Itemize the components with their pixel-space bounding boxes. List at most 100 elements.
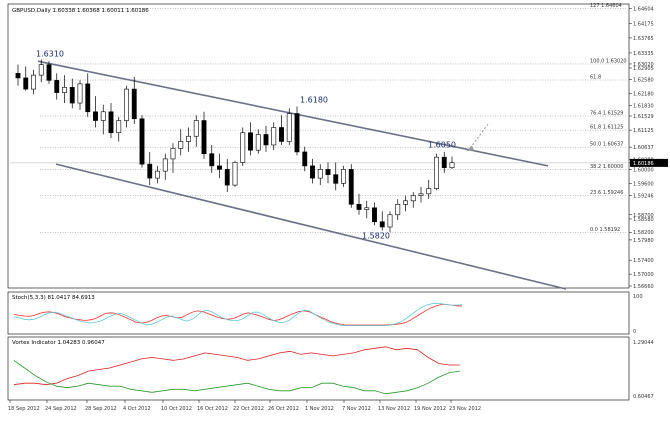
channel-upper-line: [37, 60, 549, 167]
candle-bull: [240, 132, 246, 163]
time-tick-label: 10 Oct 2012: [161, 406, 192, 412]
time-tick-label: 26 Oct 2012: [268, 406, 299, 412]
time-tick-label: 24 Sep 2012: [45, 406, 77, 412]
candle-bear: [201, 120, 207, 154]
price-tick-label: 1.59246: [633, 194, 654, 200]
price-annotation: 1.6310: [36, 49, 64, 58]
pointer-arrow-head: [466, 145, 474, 152]
candle-bear: [372, 207, 377, 223]
price-tick-label: 1.60637: [633, 145, 654, 151]
candle-bear: [139, 118, 145, 165]
candle-bear: [248, 132, 253, 151]
price-tick-label: 1.62905: [633, 66, 654, 72]
price-tick-label: 1.58580: [633, 217, 654, 223]
candle-bear: [379, 221, 385, 228]
stoch-axis-max: 100: [633, 294, 643, 300]
price-axis: 1.64604 1.64175 1.63765 1.63335 1.630201.629…: [629, 7, 668, 290]
price-tick-label: 1.62580: [633, 77, 654, 83]
stoch-main-line: [13, 304, 463, 326]
trend-channel: [37, 60, 567, 290]
price-tick-label: 1.63765: [633, 36, 654, 42]
price-tick-label: 1.61125: [633, 128, 654, 134]
candle-bull: [271, 127, 277, 146]
candle-bull: [403, 200, 408, 205]
fib-level-label: 100.0 1.63020: [590, 58, 627, 64]
candle-bull: [62, 87, 67, 93]
vortex-axis-min: 0.60467: [633, 394, 654, 400]
candle-bear: [356, 204, 362, 210]
candle-bull: [186, 135, 191, 142]
price-tick-label: 1.57980: [633, 238, 654, 244]
fib-level-label: 38.2 1.60000: [590, 164, 623, 170]
candle-bull: [193, 120, 199, 137]
fib-level-label: 50.0 1.60637: [590, 142, 623, 148]
time-axis: 18 Sep 2012 24 Sep 2012 28 Sep 2012 4 Oct 2…: [8, 400, 481, 412]
stoch-pane[interactable]: [7, 291, 630, 335]
candle-bull: [162, 158, 168, 172]
price-tick-label: 1.56660: [633, 284, 654, 290]
candle-bear: [54, 80, 60, 93]
candle-bull: [77, 83, 83, 104]
price-tick-label: 1.57400: [633, 258, 654, 264]
candle-bull: [341, 169, 346, 184]
price-tick-label: 1.64175: [633, 22, 654, 28]
candle-bull: [387, 214, 393, 228]
price-tick-label: 1.59600: [633, 181, 654, 187]
stoch-header: Stoch(5,3,3) 81.0417 84.6913: [12, 295, 95, 301]
candle-bull: [100, 111, 106, 121]
stoch-lines: [13, 302, 463, 327]
candle-bull: [426, 188, 432, 195]
fib-level-label: 23.6 1.59246: [590, 190, 623, 196]
main-pane[interactable]: [7, 3, 630, 289]
vortex-lines: [13, 346, 461, 395]
candle-bear: [23, 77, 29, 90]
candle-bear: [310, 165, 315, 179]
candle-bear: [209, 153, 215, 167]
candle-bear: [85, 83, 91, 113]
price-tick-label: 1.58200: [633, 230, 654, 236]
candle-bull: [434, 156, 439, 189]
candlestick-series: [15, 59, 455, 233]
price-annotations: 1.6310 1.6180 1.6050 1.5820: [36, 49, 456, 240]
candle-bear: [348, 169, 354, 205]
channel-lower-line: [55, 163, 567, 290]
pointer-arrow-line: [469, 123, 489, 149]
time-tick-label: 19 Nov 2012: [414, 406, 446, 412]
candle-bear: [15, 73, 21, 79]
time-tick-label: 13 Nov 2012: [378, 406, 410, 412]
stoch-axis: 100 0: [633, 294, 643, 335]
candle-bear: [69, 87, 75, 104]
time-tick-label: 18 Sep 2012: [8, 406, 40, 412]
candle-bull: [286, 113, 292, 142]
fib-level-label: 61.8 1.61125: [590, 125, 623, 131]
candle-bull: [232, 162, 238, 186]
fib-level-label: 76.4 1.61529: [590, 111, 623, 117]
vortex-pane[interactable]: [7, 336, 630, 401]
candle-bear: [294, 113, 300, 153]
candle-bear: [46, 64, 52, 81]
candle-bull: [410, 195, 416, 202]
candle-bull: [31, 74, 36, 90]
vortex-axis-max: 1.29044: [633, 340, 654, 346]
price-tick-label: 1.61529: [633, 114, 654, 120]
stoch-axis-min: 0: [633, 329, 636, 335]
candle-bear: [302, 151, 308, 167]
price-tick-label: 1.61830: [633, 104, 654, 110]
price-tick-label: 1.58700: [633, 213, 654, 219]
candle-bull: [317, 169, 323, 179]
current-price-label: 1.60186: [633, 161, 654, 167]
candle-bull: [418, 193, 424, 196]
candle-bear: [325, 169, 331, 175]
fib-level-label: 61.8: [590, 75, 601, 81]
current-price-box: [630, 158, 668, 167]
price-tick-label: 1.64604: [633, 7, 654, 13]
time-tick-label: 23 Nov 2012: [449, 406, 481, 412]
candle-bull: [178, 141, 184, 149]
time-tick-label: 7 Nov 2012: [342, 406, 371, 412]
candle-bull: [124, 88, 129, 121]
stoch-signal-line: [13, 302, 463, 327]
candle-bull: [155, 170, 160, 179]
fib-level-label: 127 1.64604: [590, 3, 622, 9]
